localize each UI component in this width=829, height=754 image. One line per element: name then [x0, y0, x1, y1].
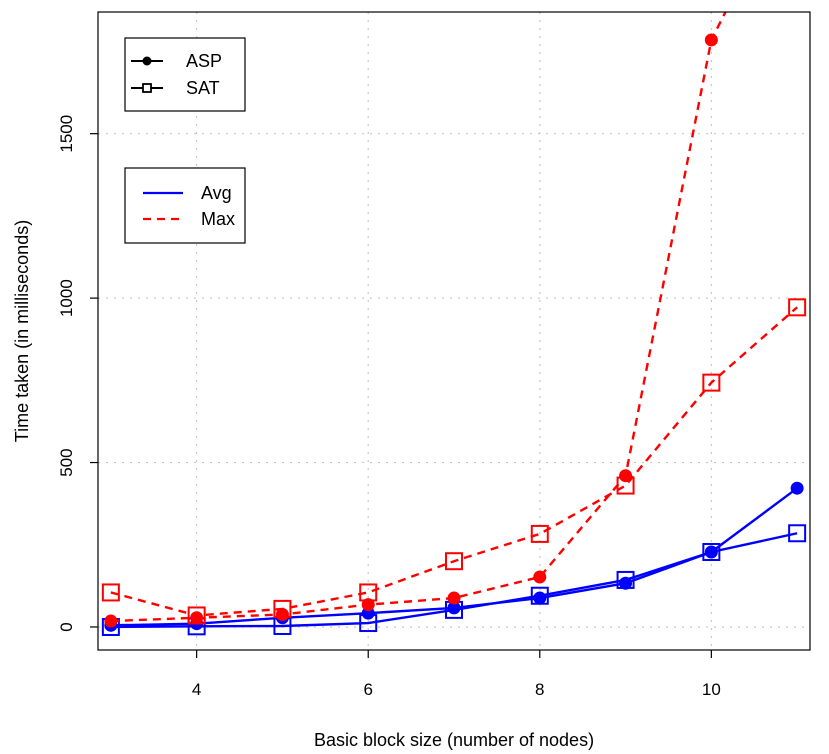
legend-sat-label: SAT: [186, 78, 220, 98]
data-point-sat-max: [445, 552, 463, 571]
series-sat-max: [101, 298, 807, 625]
data-point-sat-avg: [616, 570, 635, 589]
legend-max-label: Max: [201, 209, 235, 229]
y-tick-label: 1000: [57, 279, 76, 317]
legend-asp-label: ASP: [186, 51, 222, 71]
data-point-sat-avg: [788, 524, 807, 543]
series-line-sat-avg: [110, 532, 798, 629]
y-tick-label: 0: [57, 622, 76, 631]
data-point-asp-avg: [533, 591, 547, 605]
data-point-asp-avg: [790, 481, 804, 495]
data-point-asp-max: [104, 614, 118, 628]
data-point-asp-max: [447, 591, 461, 605]
data-point-sat-avg: [702, 542, 721, 561]
data-point-asp-max: [704, 33, 718, 47]
y-axis-title: Time taken (in milliseconds): [12, 220, 32, 442]
data-point-asp-max: [619, 469, 633, 483]
series-sat-avg: [101, 524, 807, 636]
x-tick-label: 8: [535, 680, 544, 699]
grid-lines: [98, 12, 810, 650]
data-point-sat-max: [101, 583, 120, 602]
series-layer: [101, 12, 807, 636]
data-point-sat-max: [187, 606, 206, 625]
axes: 4 6 8 10 0 500 1000 1500: [57, 115, 721, 699]
x-tick-label: 10: [702, 680, 721, 699]
y-tick-label: 1500: [57, 115, 76, 153]
data-point-sat-max: [616, 476, 635, 495]
data-point-sat-max: [702, 373, 721, 392]
legend-stat-frame: [124, 167, 246, 244]
data-point-sat-max: [273, 599, 292, 618]
data-point-sat-max: [359, 583, 378, 602]
y-tick-label: 500: [57, 448, 76, 476]
data-point-asp-max: [190, 611, 204, 625]
legend-avg-label: Avg: [201, 183, 232, 203]
x-axis-title: Basic block size (number of nodes): [314, 730, 594, 750]
series-line-sat-max: [110, 306, 798, 617]
data-point-sat-max: [530, 524, 549, 543]
x-tick-label: 4: [192, 680, 201, 699]
legend-sat-marker: [142, 83, 152, 93]
plot-frame: [97, 11, 811, 651]
data-point-sat-max: [788, 298, 807, 317]
legend-solver-frame: [124, 37, 246, 112]
data-point-sat-avg: [359, 614, 378, 633]
legend-solver: ASP SAT: [124, 37, 246, 112]
legend-asp-marker: [142, 56, 152, 66]
series-line-asp-max: [110, 12, 727, 623]
data-point-asp-max: [533, 570, 547, 584]
legend-stat: Avg Max: [124, 167, 246, 244]
x-tick-label: 6: [363, 680, 372, 699]
data-point-sat-avg: [530, 586, 549, 605]
